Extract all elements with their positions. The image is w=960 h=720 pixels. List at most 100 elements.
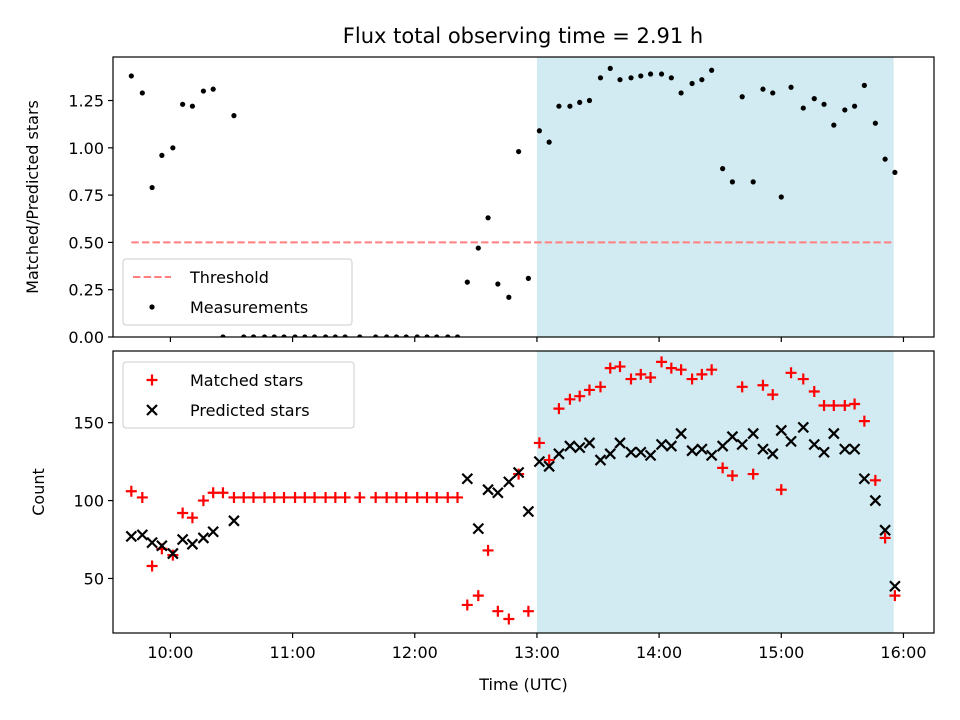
matched-stars-point (125, 485, 137, 497)
matched-stars-point (442, 491, 454, 503)
measurement-point (200, 88, 207, 94)
measurement-point (892, 169, 898, 176)
y-tick-label: 0.00 (68, 328, 104, 347)
legend: Matched stars Predicted stars (122, 361, 355, 429)
matched-stars-point (889, 590, 901, 602)
predicted-stars-point (686, 444, 698, 457)
predicted-stars-point (228, 515, 240, 527)
measurement-point (241, 334, 247, 337)
x-tick-label: 15:00 (758, 643, 804, 662)
predicted-stars-point (716, 440, 729, 452)
predicted-stars-point (543, 460, 555, 473)
legend-box (122, 361, 355, 429)
series-matched-stars (125, 356, 901, 625)
matched-stars-point (513, 468, 525, 480)
matched-stars-point (146, 560, 158, 572)
matched-stars-point (775, 484, 787, 496)
measurement-point (842, 107, 848, 113)
matched-stars-point (452, 491, 464, 503)
measurement-point (729, 179, 736, 185)
matched-stars-point (522, 605, 534, 617)
matched-stars-point (503, 613, 515, 625)
matched-stars-point (400, 491, 412, 503)
measurement-point (261, 334, 268, 337)
predicted-stars-point (604, 448, 617, 460)
matched-stars-point (604, 362, 616, 374)
measurement-point (475, 245, 481, 251)
measurement-point (170, 145, 176, 151)
predicted-stars-point (522, 505, 535, 518)
measurement-point (597, 75, 604, 81)
measurement-point (525, 275, 531, 281)
measurement-point (485, 215, 491, 221)
matched-stars-point (797, 373, 809, 385)
y-tick-label: 1.00 (68, 139, 104, 158)
measurement-point (393, 334, 400, 337)
measurement-point (699, 77, 705, 83)
measurement-point (516, 148, 522, 155)
matched-stars-point (278, 491, 290, 503)
matched-stars-point (869, 474, 881, 486)
predicted-stars-point (156, 539, 168, 552)
predicted-stars-point (482, 483, 494, 496)
matched-stars-point (858, 415, 870, 427)
predicted-stars-point (614, 437, 626, 449)
measurement-point (760, 86, 766, 92)
y-axis-label: Count (29, 468, 48, 516)
matched-stars-point (879, 532, 891, 544)
measurement-point (139, 90, 145, 96)
measurement-point (811, 96, 817, 102)
y-tick-label: 1.25 (68, 92, 104, 111)
predicted-stars-point (136, 529, 149, 541)
matched-stars-point (665, 362, 677, 374)
matched-stars-point (197, 495, 209, 507)
measurement-point (180, 101, 186, 107)
matched-stars-point (217, 487, 229, 499)
measurement-point (658, 71, 665, 77)
measurement-point (739, 94, 745, 100)
measurement-point (851, 103, 858, 109)
measurement-point (638, 73, 644, 79)
matched-stars-point (574, 390, 586, 402)
measurement-point (250, 334, 257, 337)
count-panel: 50 100 150 10:00 11:00 12:00 13:00 14:00 15:00 16… (29, 350, 935, 694)
predicted-stars-point (775, 424, 788, 437)
predicted-stars-point (492, 487, 504, 499)
predicted-stars-point (553, 448, 565, 460)
matched-stars-point (564, 393, 576, 405)
measurement-point (128, 73, 134, 79)
predicted-stars-point (625, 446, 637, 459)
predicted-stars-point (635, 446, 647, 459)
measurement-point (800, 105, 806, 111)
x-tick-label: 16:00 (880, 643, 926, 662)
predicted-stars-point (125, 530, 138, 543)
predicted-stars-point (207, 525, 219, 538)
legend-matched-handle (146, 374, 158, 386)
measurement-point (556, 103, 562, 109)
matched-stars-point (339, 491, 351, 503)
measurement-point (861, 82, 867, 88)
x-tick-label: 13:00 (514, 643, 560, 662)
matched-stars-point (390, 491, 402, 503)
matched-stars-point (635, 368, 647, 380)
measurement-point (506, 294, 512, 300)
matched-stars-point (645, 371, 657, 383)
x-tick-label: 14:00 (636, 643, 682, 662)
predicted-stars-point (808, 438, 821, 451)
predicted-stars-point (818, 446, 830, 459)
predicted-stars-point (176, 533, 189, 546)
matched-stars-point (370, 491, 382, 503)
matched-stars-point (238, 491, 250, 503)
predicted-stars-point (472, 522, 485, 535)
matched-stars-point (686, 373, 698, 385)
predicted-stars-point (705, 449, 718, 462)
predicted-stars-point (736, 438, 748, 451)
measurement-point (332, 334, 338, 337)
predicted-stars-point (665, 440, 678, 452)
predicted-stars-point (839, 443, 851, 455)
measurement-point (720, 166, 726, 172)
matched-stars-point (354, 491, 366, 503)
predicted-stars-point (858, 472, 871, 485)
measurement-point (628, 75, 634, 81)
